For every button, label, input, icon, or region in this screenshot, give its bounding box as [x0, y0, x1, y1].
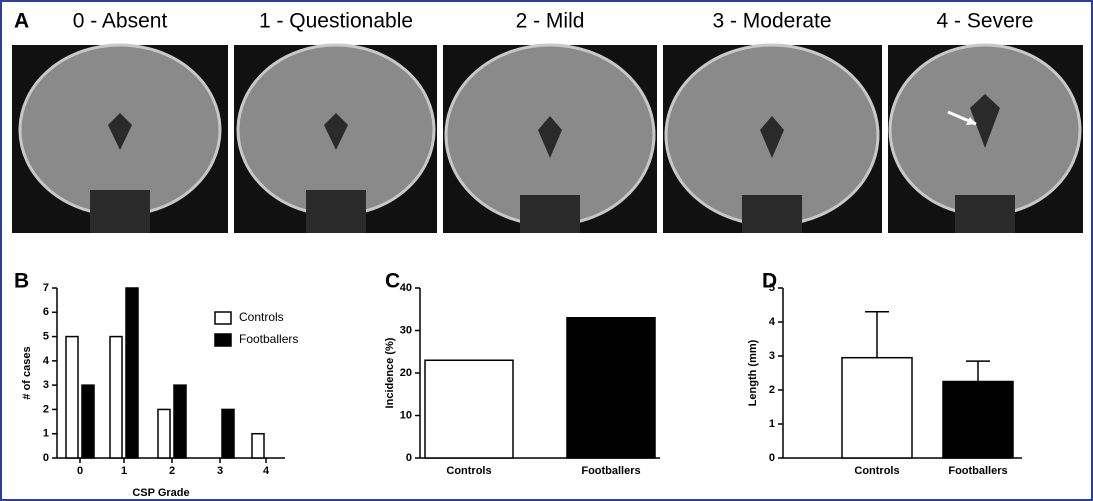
x-tick-label: 3 [217, 465, 223, 477]
bar [126, 288, 138, 458]
y-tick-label: 30 [400, 324, 412, 336]
x-tick-label: 2 [169, 465, 175, 477]
bar [82, 385, 94, 458]
x-tick-label: 0 [77, 465, 83, 477]
bar [252, 434, 264, 458]
x-tick-label: 1 [121, 465, 127, 477]
bar [66, 337, 78, 458]
grade-label: 0 - Absent [73, 10, 168, 33]
x-axis-label: CSP Grade [132, 487, 189, 499]
bar [158, 409, 170, 458]
panel-label: A [14, 10, 29, 33]
y-tick-label: 1 [43, 428, 49, 440]
x-tick-label: Footballers [581, 465, 640, 477]
x-tick-label: Controls [854, 465, 899, 477]
bar [110, 337, 122, 458]
legend-label: Controls [239, 310, 284, 324]
y-tick-label: 6 [43, 306, 49, 318]
legend-swatch [215, 312, 231, 324]
y-axis-label: Incidence (%) [384, 337, 396, 408]
legend-swatch [215, 334, 231, 346]
y-axis-label: # of cases [21, 346, 33, 399]
bar [842, 358, 912, 458]
grade-label: 4 - Severe [937, 10, 1034, 33]
y-tick-label: 3 [769, 350, 775, 362]
y-tick-label: 2 [43, 403, 49, 415]
figure: A 0 - Absent 1 - Questionable 2 - Mild 3 - … [0, 0, 1093, 501]
y-tick-label: 4 [43, 355, 50, 367]
bar [174, 385, 186, 458]
mri-strip [12, 45, 1083, 233]
grade-label: 2 - Mild [516, 10, 585, 33]
y-tick-label: 5 [769, 282, 775, 294]
y-tick-label: 0 [769, 452, 775, 464]
x-tick-label: Footballers [948, 465, 1007, 477]
y-tick-label: 3 [43, 379, 49, 391]
y-tick-label: 40 [400, 282, 412, 294]
y-tick-label: 0 [43, 452, 49, 464]
y-tick-label: 10 [400, 409, 412, 421]
y-tick-label: 2 [769, 384, 775, 396]
y-tick-label: 4 [769, 316, 776, 328]
x-tick-label: Controls [446, 465, 491, 477]
bar [222, 409, 234, 458]
grade-label: 3 - Moderate [712, 10, 831, 33]
y-tick-label: 20 [400, 367, 412, 379]
panel-label: B [14, 270, 29, 293]
y-tick-label: 1 [769, 418, 775, 430]
grade-label: 1 - Questionable [259, 10, 413, 33]
x-tick-label: 4 [263, 465, 270, 477]
legend-label: Footballers [239, 332, 298, 346]
bar [567, 318, 655, 458]
panel-label: C [385, 270, 400, 293]
y-tick-label: 5 [43, 330, 49, 342]
y-tick-label: 7 [43, 282, 49, 294]
bar [943, 382, 1013, 459]
y-tick-label: 0 [406, 452, 412, 464]
bar [425, 360, 513, 458]
y-axis-label: Length (mm) [747, 339, 759, 406]
